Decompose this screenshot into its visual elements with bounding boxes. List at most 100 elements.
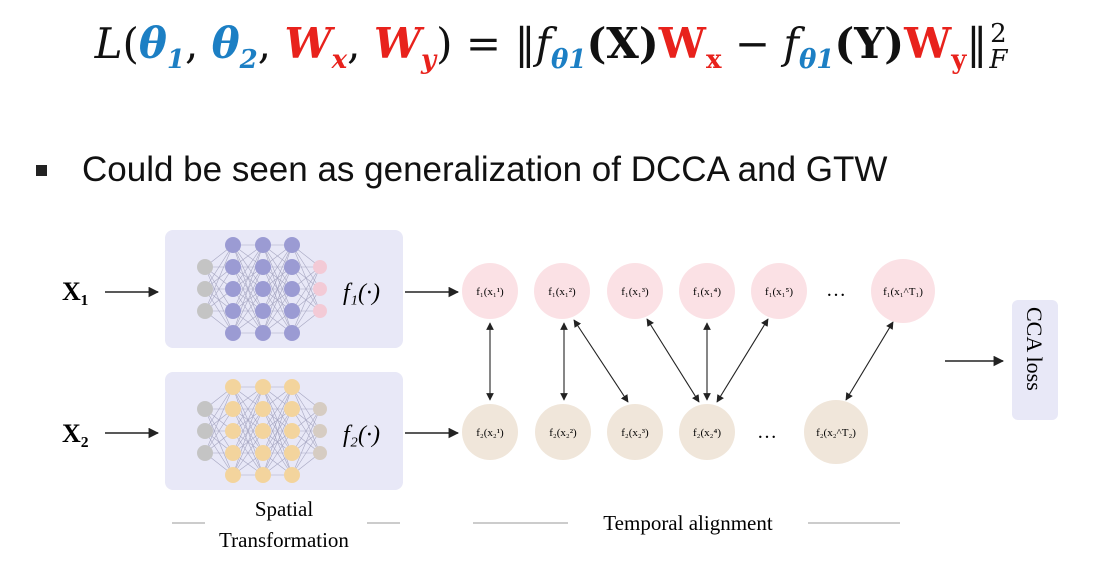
network-edge — [262, 386, 293, 476]
network-neuron — [284, 303, 300, 319]
row1-node-1: f₁(x₁¹) — [462, 263, 518, 319]
network-neuron — [255, 281, 271, 297]
network-edge — [291, 266, 321, 334]
formula-equals: = — [465, 19, 502, 68]
network-edge — [262, 244, 293, 290]
temporal-label: Temporal alignment — [603, 511, 773, 535]
row2-node-1: f₂(x₂¹) — [462, 404, 518, 460]
network-neuron — [225, 423, 241, 439]
row2-node-last: f₂(x₂^T₂) — [804, 400, 868, 464]
network-edge — [232, 386, 264, 476]
formula-f1-subscript: θ1 — [551, 45, 587, 75]
function-f2-label: f₂(·) — [343, 422, 380, 448]
row2-node-2: f₂(x₂²) — [535, 404, 591, 460]
function-f1-label: f₁(·) — [343, 280, 380, 306]
svg-text:f₁(x₁²): f₁(x₁²) — [548, 286, 576, 298]
network-neuron — [225, 467, 241, 483]
network-neuron — [225, 401, 241, 417]
network-neuron — [313, 260, 327, 274]
network-edge — [262, 244, 293, 334]
align-3-4 — [646, 318, 700, 403]
network-edge — [204, 386, 234, 454]
loss-formula: L(θ1, θ2, Wx, Wy) = ‖fθ1(X)Wx − fθ1(Y)Wy… — [94, 19, 1008, 75]
network-neuron — [197, 445, 213, 461]
row2-node-4: f₂(x₂⁴) — [679, 404, 735, 460]
network-edge — [232, 244, 264, 290]
network-neuron — [197, 303, 213, 319]
network-edge — [262, 288, 293, 334]
row2-node-3: f₂(x₂³) — [607, 404, 663, 460]
row1-node-5: f₁(x₁⁵) — [751, 263, 807, 319]
formula-norm-close: ‖ — [966, 19, 988, 68]
formula-X: (X) — [586, 19, 659, 68]
svg-text:f₂(x₂⁴): f₂(x₂⁴) — [693, 427, 721, 439]
svg-text:f₁(x₁⁵): f₁(x₁⁵) — [765, 286, 793, 298]
network-neuron — [284, 281, 300, 297]
network-neuron — [284, 467, 300, 483]
network-neuron — [225, 445, 241, 461]
bullet-text: Could be seen as generalization of DCCA … — [82, 150, 888, 189]
svg-text:f₂(x₂³): f₂(x₂³) — [621, 427, 649, 439]
formula-L: L — [94, 19, 123, 68]
input-x2-label: X₂ — [62, 419, 89, 448]
align-last-last — [845, 321, 894, 401]
network-neuron — [225, 281, 241, 297]
neural-network-2 — [197, 379, 327, 483]
network-neuron — [255, 423, 271, 439]
network-neuron — [225, 303, 241, 319]
network-edge — [232, 386, 264, 454]
svg-text:f₁(x₁⁴): f₁(x₁⁴) — [693, 286, 721, 298]
network-edge — [204, 386, 234, 432]
svg-text:f₂(x₂¹): f₂(x₂¹) — [476, 427, 504, 439]
network-neuron — [255, 445, 271, 461]
network-neuron — [284, 259, 300, 275]
network-neuron — [255, 237, 271, 253]
network-edge — [232, 266, 264, 334]
network-neuron — [284, 325, 300, 341]
bullet-marker — [36, 164, 47, 176]
network-edge — [262, 430, 293, 476]
network-edge — [262, 408, 293, 476]
network-edge — [291, 408, 321, 454]
network-edge — [232, 408, 264, 476]
network-neuron — [313, 402, 327, 416]
row1-node-2: f₁(x₁²) — [534, 263, 590, 319]
row2-ellipsis: … — [757, 421, 777, 443]
network-edge — [204, 244, 234, 290]
formula-W-y: Wy — [373, 19, 437, 75]
row1-node-4: f₁(x₁⁴) — [679, 263, 735, 319]
formula-Wy: Wy — [904, 19, 967, 75]
formula-theta-2: θ2 — [211, 19, 258, 75]
formula-norm-open: ‖ — [514, 19, 536, 68]
network-neuron — [313, 446, 327, 460]
network-neuron — [197, 281, 213, 297]
network-neuron — [255, 325, 271, 341]
network-edge — [291, 266, 321, 312]
network-neuron — [225, 325, 241, 341]
formula-Wx: Wx — [658, 19, 722, 75]
network-edge — [262, 386, 293, 432]
network-neuron — [284, 423, 300, 439]
network-edge — [232, 386, 264, 432]
formula-minus: − — [734, 19, 771, 68]
network-edge — [232, 244, 264, 312]
neural-network-1 — [197, 237, 327, 341]
input-x1-label: X₁ — [62, 277, 89, 306]
network-neuron — [197, 401, 213, 417]
network-neuron — [284, 401, 300, 417]
network-edge — [262, 386, 293, 454]
network-neuron — [197, 259, 213, 275]
formula-f-1: f — [535, 19, 551, 68]
svg-text:f₂(x₂²): f₂(x₂²) — [549, 427, 577, 439]
network-edge — [291, 408, 321, 476]
network-neuron — [284, 237, 300, 253]
network-neuron — [313, 282, 327, 296]
network-edge — [232, 288, 264, 334]
network-edge — [204, 266, 234, 312]
network-edge — [204, 244, 234, 312]
network-edge — [232, 430, 264, 476]
network-edge — [262, 244, 293, 312]
network-neuron — [284, 445, 300, 461]
